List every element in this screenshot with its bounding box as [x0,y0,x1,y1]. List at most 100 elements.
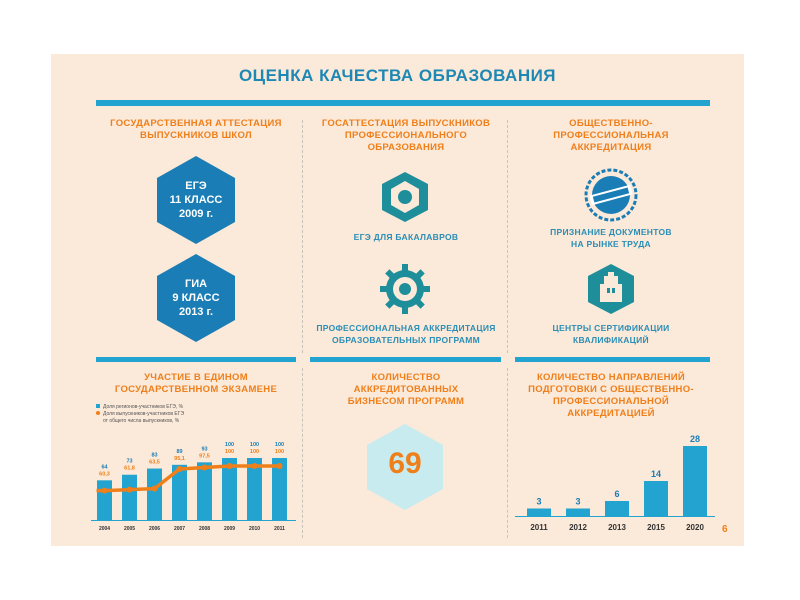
ege-bar-label: 64 [101,464,108,470]
ege-bar [97,480,112,520]
ege-line-label: 95,1 [174,456,185,462]
directions-heading-line: КОЛИЧЕСТВО НАПРАВЛЕНИЙ [536,372,686,383]
page-title: ОЦЕНКА КАЧЕСТВА ОБРАЗОВАНИЯ [238,66,557,85]
directions-bar [683,446,707,516]
right-item2-line: КВАЛИФИКАЦИЙ [573,335,649,345]
middle-item2-line: ОБРАЗОВАТЕЛЬНЫХ ПРОГРАММ [332,335,480,345]
business-heading-line: КОЛИЧЕСТВО [371,372,441,383]
right-item2-line: ЦЕНТРЫ СЕРТИФИКАЦИИ [552,323,670,333]
slide: ОЦЕНКА КАЧЕСТВА ОБРАЗОВАНИЯ ГОСУДАРСТВЕН… [51,54,744,546]
ege-line-point [226,463,233,469]
ege-bar-label: 100 [225,442,234,448]
ege-bar-label: 89 [176,449,182,455]
ege-line-point [151,485,158,492]
legend-line-swatch [96,411,100,415]
legend-line-text: от общего числа выпускников, % [103,418,180,424]
title-underline [96,100,710,106]
section-bar [310,357,501,362]
middle-heading-line: ГОСАТТЕСТАЦИЯ ВЫПУСКНИКОВ [321,118,491,129]
stamp-icon [584,168,638,222]
ege-x-tick: 2007 [174,526,185,532]
column-divider [507,120,508,353]
ege-bar [222,458,237,520]
tower-icon [588,264,634,314]
directions-value-label: 6 [614,489,619,499]
hex-line: 11 КЛАСС [169,194,223,206]
legend-bar-swatch [96,404,100,408]
directions-heading: КОЛИЧЕСТВО НАПРАВЛЕНИЙ ПОДГОТОВКИ С ОБЩЕ… [511,372,711,420]
ege-line-point [126,486,133,493]
business-heading-line: АККРЕДИТОВАННЫХ [353,384,459,395]
directions-bar [605,501,629,516]
legend-bar-text: Доля регионов-участников ЕГЭ, % [103,404,184,410]
hex-nut-icon [382,172,428,222]
ege-x-tick: 2006 [149,526,160,532]
ege-bar-label: 93 [201,446,207,452]
directions-chart: 3 2011 3 2012 6 2013 14 2015 28 2020 [515,434,715,532]
business-hex [367,424,443,510]
ege-line-label: 60,3 [99,471,110,477]
ege-bar [172,464,187,520]
legend-bar-entry: Доля регионов-участников ЕГЭ, % [96,404,296,411]
middle-item2: ПРОФЕССИОНАЛЬНАЯ АККРЕДИТАЦИЯ ОБРАЗОВАТЕ… [306,322,506,346]
right-heading-line: ОБЩЕСТВЕННО- [569,118,653,129]
hex-line: 2009 г. [178,208,214,220]
ege-line-label: 63,5 [149,460,160,466]
ege-line-label: 100 [225,449,234,455]
ege-x-tick: 2010 [249,526,260,532]
hex-ege-label: ЕГЭ 11 КЛАСС 2009 г. [155,179,237,221]
legend-line-text: Доля выпускников-участников ЕГЭ [103,411,185,417]
right-item2: ЦЕНТРЫ СЕРТИФИКАЦИИ КВАЛИФИКАЦИЙ [511,322,711,346]
directions-x-tick: 2012 [569,523,587,532]
ege-line-point [201,464,208,471]
ege-bar [272,458,287,520]
section-bar [515,357,710,362]
directions-x-tick: 2020 [686,523,704,532]
ege-legend: Доля регионов-участников ЕГЭ, % Доля вып… [96,404,296,425]
right-heading-line: ПРОФЕССИОНАЛЬНАЯ [553,130,669,141]
middle-heading-line: ОБРАЗОВАНИЯ [367,142,445,153]
ege-heading-line: ГОСУДАРСТВЕННОМ ЭКЗАМЕНЕ [114,384,278,395]
column-divider [302,368,303,538]
directions-x-tick: 2011 [530,523,548,532]
ege-line-label: 61,8 [124,466,135,472]
left-heading-line: ВЫПУСКНИКОВ ШКОЛ [140,130,252,141]
directions-x-tick: 2015 [647,523,665,532]
right-item1-line: НА РЫНКЕ ТРУДА [571,239,651,249]
ege-line-point [276,463,283,469]
ege-line-label: 97,5 [199,453,210,459]
directions-heading-line: ПРОФЕССИОНАЛЬНОЙ АККРЕДИТАЦИЕЙ [552,396,670,419]
hex-line: 9 КЛАСС [172,292,220,304]
ege-line-label: 100 [250,449,259,455]
middle-heading-line: ПРОФЕССИОНАЛЬНОГО [344,130,468,141]
directions-x-tick: 2013 [608,523,626,532]
ege-bar-label: 100 [250,442,259,448]
page-number: 6 [722,524,728,535]
ege-line-point [176,466,183,473]
ege-line-label: 100 [275,449,284,455]
middle-item2-line: ПРОФЕССИОНАЛЬНАЯ АККРЕДИТАЦИЯ [316,323,496,333]
directions-value-label: 3 [536,497,541,507]
ege-x-tick: 2004 [99,526,110,532]
ege-bar [247,458,262,520]
ege-bar [197,462,212,520]
hex-line: 2013 г. [178,306,214,318]
ege-bar [122,474,137,520]
hex-gia-label: ГИА 9 КЛАСС 2013 г. [155,277,237,319]
ege-x-tick: 2011 [274,526,285,532]
ege-chart-heading: УЧАСТИЕ В ЕДИНОМ ГОСУДАРСТВЕННОМ ЭКЗАМЕН… [96,372,296,396]
hex-line: ЕГЭ [185,180,207,192]
hex-line: ГИА [184,278,208,290]
business-count: 69 [388,447,422,480]
ege-heading-line: УЧАСТИЕ В ЕДИНОМ [144,372,248,383]
right-item1: ПРИЗНАНИЕ ДОКУМЕНТОВ НА РЫНКЕ ТРУДА [511,226,711,250]
directions-value-label: 3 [575,497,580,507]
ege-bar-label: 73 [126,459,132,465]
business-heading: КОЛИЧЕСТВО АККРЕДИТОВАННЫХ БИЗНЕСОМ ПРОГ… [306,372,506,408]
gear-icon [380,264,430,314]
directions-bar [527,508,551,516]
ege-x-tick: 2009 [224,526,235,532]
directions-value-label: 28 [690,434,700,444]
left-heading: ГОСУДАРСТВЕННАЯ АТТЕСТАЦИЯ ВЫПУСКНИКОВ Ш… [96,118,296,142]
middle-item1: ЕГЭ ДЛЯ БАКАЛАВРОВ [353,232,459,242]
